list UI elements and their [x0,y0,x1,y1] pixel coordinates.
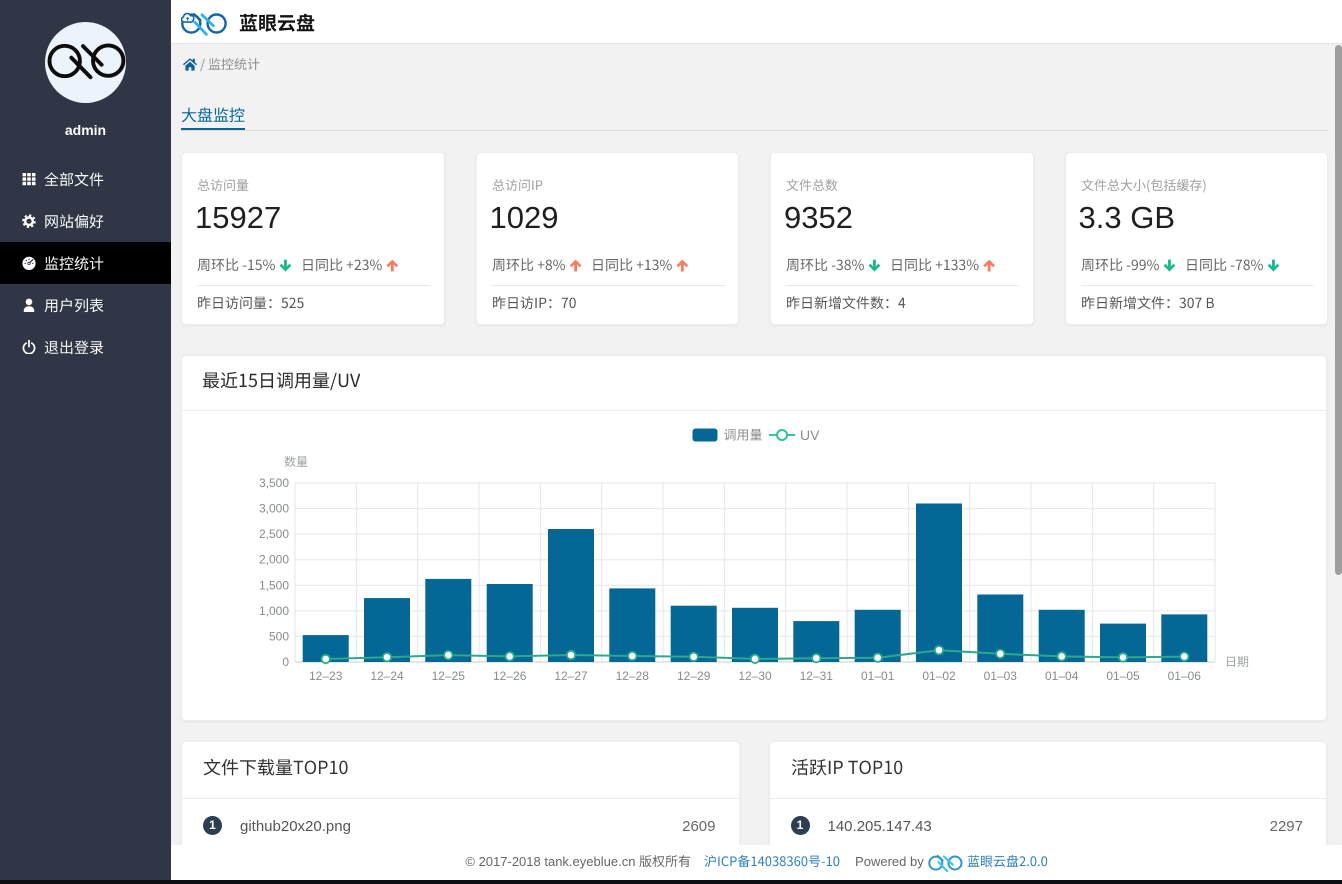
svg-text:01–06: 01–06 [1168,669,1202,683]
svg-text:3,000: 3,000 [259,502,289,516]
svg-text:12–29: 12–29 [677,669,711,683]
svg-text:UV: UV [800,427,820,443]
svg-text:2,500: 2,500 [259,527,289,541]
svg-text:12–27: 12–27 [554,669,588,683]
svg-text:01–01: 01–01 [861,669,895,683]
svg-text:12–28: 12–28 [616,669,650,683]
svg-text:2,000: 2,000 [259,553,289,567]
svg-text:1,500: 1,500 [259,578,289,592]
svg-text:12–26: 12–26 [493,669,527,683]
svg-text:12–24: 12–24 [370,669,404,683]
svg-text:01–03: 01–03 [984,669,1018,683]
svg-text:500: 500 [269,629,289,643]
svg-text:12–25: 12–25 [432,669,466,683]
svg-text:1,000: 1,000 [259,604,289,618]
svg-text:12–30: 12–30 [738,669,772,683]
svg-text:12–31: 12–31 [800,669,834,683]
svg-text:01–02: 01–02 [922,669,956,683]
svg-text:01–04: 01–04 [1045,669,1079,683]
svg-text:3,500: 3,500 [259,476,289,490]
svg-text:01–05: 01–05 [1106,669,1140,683]
svg-text:12–23: 12–23 [309,669,343,683]
svg-text:0: 0 [282,655,289,669]
